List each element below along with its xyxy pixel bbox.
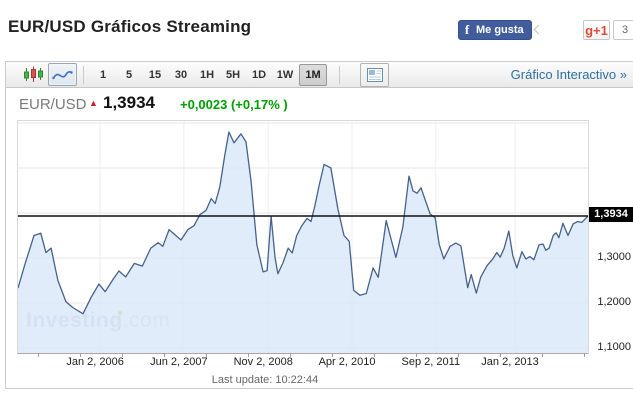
x-axis-tick [38, 353, 39, 357]
quote-pair-label: EUR/USD [19, 96, 87, 113]
facebook-count-pointer [533, 24, 544, 35]
facebook-icon: f [464, 22, 470, 37]
x-axis-tick [542, 353, 543, 357]
last-update-text: Last update: 10:22:44 [211, 374, 319, 386]
x-axis-tick [122, 353, 123, 357]
price-tick-arrow-icon: ▲ [89, 98, 98, 108]
facebook-like-button[interactable]: f Me gusta [458, 20, 532, 40]
x-axis-label: Apr 2, 2010 [318, 356, 376, 368]
x-axis-tick [374, 353, 375, 357]
x-axis-tick [584, 353, 585, 357]
timeframe-1h[interactable]: 1H [199, 68, 215, 81]
x-axis-label: Jan 2, 2013 [481, 356, 539, 368]
price-chart-svg [18, 121, 588, 353]
page-title: EUR/USD Gráficos Streaming [8, 17, 252, 36]
x-axis-label: Nov 2, 2008 [233, 356, 293, 368]
x-axis-tick [248, 353, 249, 357]
x-axis-tick [164, 353, 165, 357]
x-axis-tick [332, 353, 333, 357]
candlestick-chart-button[interactable] [22, 66, 46, 84]
area-fill [18, 132, 588, 353]
price-chart-plot[interactable] [17, 120, 589, 354]
x-axis-tick [500, 353, 501, 357]
chart-toolbar: 1 5 15 30 1H 5H 1D 1W 1M Gráfico Interac… [5, 61, 633, 88]
gplus-button[interactable]: g+1 [583, 20, 610, 40]
toolbar-separator [83, 65, 84, 84]
interactive-chart-link[interactable]: Gráfico Interactivo » [510, 67, 627, 82]
x-axis-tick [206, 353, 207, 357]
x-axis-label: Jun 2, 2007 [150, 356, 208, 368]
y-axis-label: 1,1000 [597, 341, 631, 353]
timeframe-1d[interactable]: 1D [251, 68, 267, 81]
quote-change: +0,0023 (+0,17% ) [180, 97, 288, 112]
timeframe-30[interactable]: 30 [174, 68, 188, 81]
x-axis-tick [416, 353, 417, 357]
timeframe-5[interactable]: 5 [125, 68, 133, 81]
panel-layout-icon [366, 67, 383, 82]
line-chart-icon [52, 71, 73, 80]
x-axis-label: Sep 2, 2011 [401, 356, 461, 368]
timeframe-15[interactable]: 15 [148, 68, 162, 81]
x-axis-tick [458, 353, 459, 357]
timeframe-5h[interactable]: 5H [225, 68, 241, 81]
gplus-count-badge: 3 [613, 20, 633, 40]
news-panel-button[interactable] [360, 62, 389, 87]
toolbar-separator [339, 65, 340, 84]
x-axis-tick [290, 353, 291, 357]
price-line-series [18, 131, 588, 315]
y-axis-label: 1,2000 [597, 295, 631, 308]
x-axis-label: Jan 2, 2006 [66, 356, 124, 368]
quote-last-price: 1,3934 [103, 93, 155, 112]
gplus-icon: g+1 [585, 22, 608, 38]
line-chart-button[interactable] [48, 63, 77, 86]
timeframe-1w[interactable]: 1W [276, 68, 294, 81]
facebook-like-label: Me gusta [476, 24, 524, 36]
candlestick-icon [24, 66, 43, 82]
y-axis-label: 1,3000 [597, 250, 631, 263]
timeframe-1m-selected[interactable]: 1M [299, 63, 327, 86]
x-axis-tick [80, 353, 81, 357]
current-price-tag: 1,3934 [589, 207, 633, 223]
timeframe-1[interactable]: 1 [99, 68, 107, 81]
